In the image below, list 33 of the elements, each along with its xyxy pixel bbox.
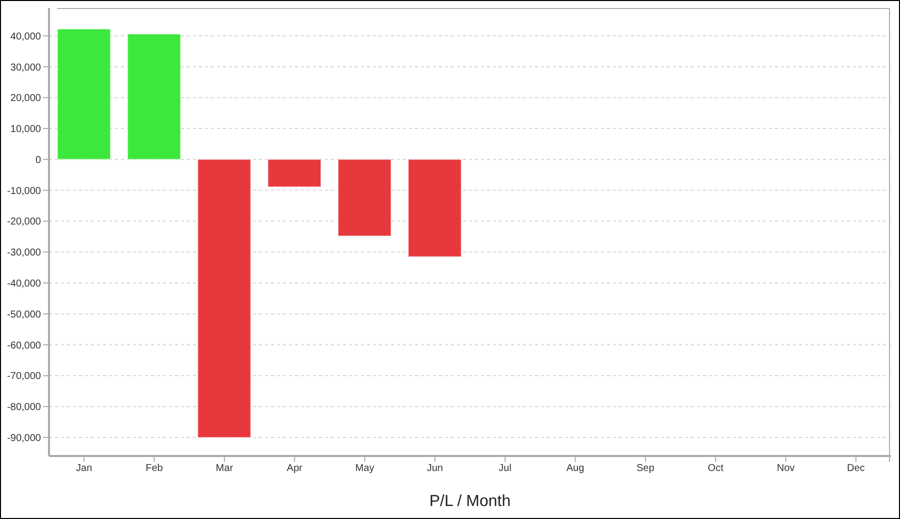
y-tick-label: -60,000 xyxy=(7,340,42,352)
x-tick-label: Aug xyxy=(566,463,584,474)
x-tick-label: Dec xyxy=(847,463,865,474)
x-tick-label: Nov xyxy=(776,463,795,474)
y-tick-label: 30,000 xyxy=(10,62,42,74)
x-tick-label: Jun xyxy=(426,463,443,474)
y-tick-label: 20,000 xyxy=(10,93,42,104)
y-tick-label: -10,000 xyxy=(7,186,42,197)
bar xyxy=(197,158,252,438)
y-tick-label: -80,000 xyxy=(7,402,42,414)
x-tick-label: Oct xyxy=(708,463,724,474)
x-tick-label: Mar xyxy=(216,463,234,474)
x-tick-label: Jul xyxy=(498,463,512,474)
y-tick-label: -20,000 xyxy=(7,216,42,228)
bar xyxy=(56,28,111,160)
x-tick-label: May xyxy=(355,463,374,474)
y-tick-label: -40,000 xyxy=(7,278,42,290)
x-tick-label: Sep xyxy=(636,463,655,474)
x-tick-label: Feb xyxy=(146,463,164,474)
y-tick-label: -90,000 xyxy=(7,433,42,444)
x-tick-label: Jan xyxy=(76,463,92,474)
bar xyxy=(127,33,182,160)
y-tick-label: -50,000 xyxy=(7,309,42,320)
x-axis-title: P/L / Month xyxy=(429,493,511,510)
y-tick-label: 10,000 xyxy=(10,124,42,136)
y-tick-label: -30,000 xyxy=(7,248,42,259)
x-tick-label: Apr xyxy=(286,463,304,474)
bar xyxy=(408,158,462,258)
y-tick-label: 0 xyxy=(35,154,42,166)
y-tick-label: 40,000 xyxy=(10,31,42,42)
y-tick-label: -70,000 xyxy=(7,371,42,382)
bar xyxy=(267,158,322,188)
bar xyxy=(338,158,392,237)
